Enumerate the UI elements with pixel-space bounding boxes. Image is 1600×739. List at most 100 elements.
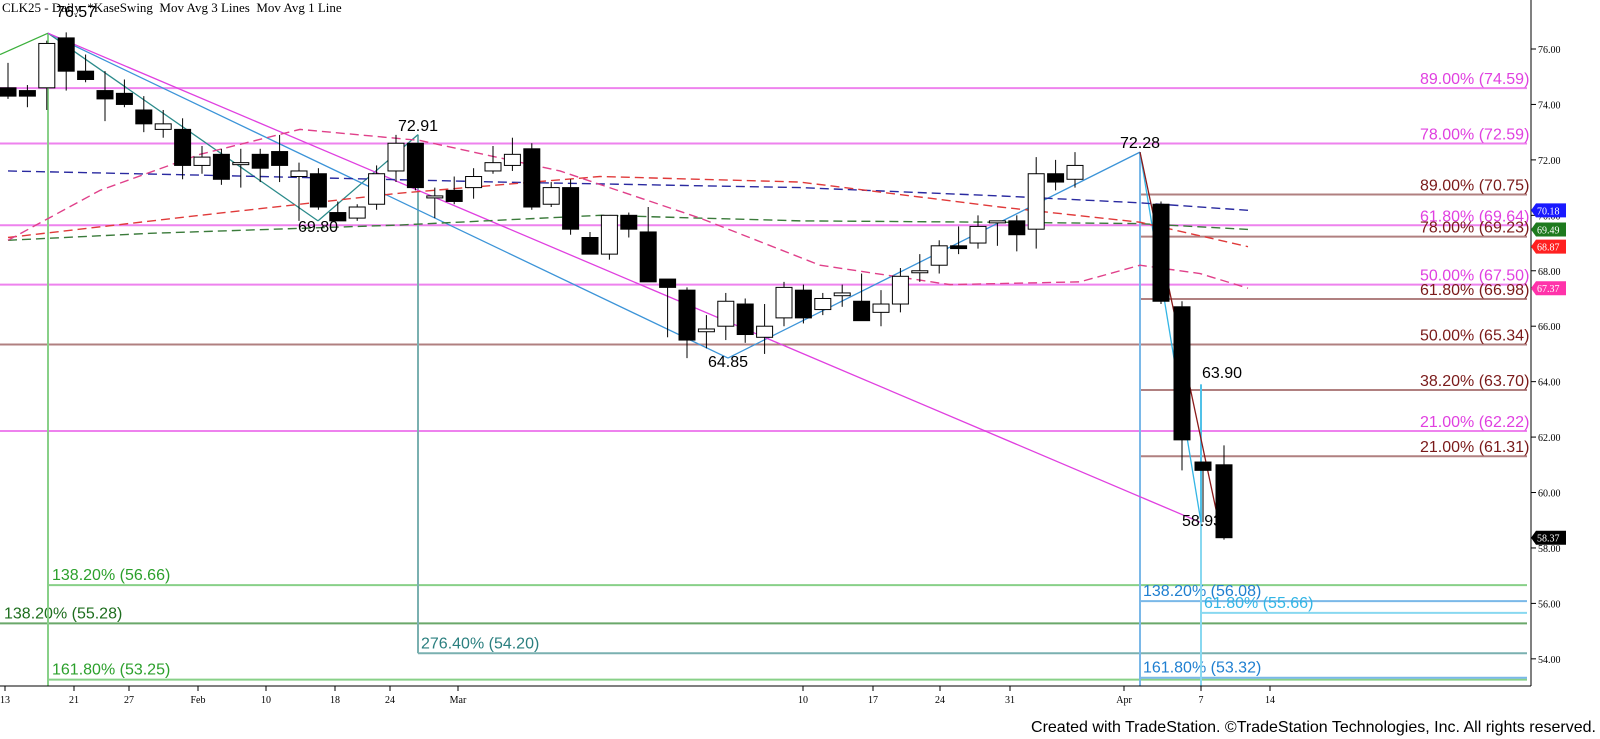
candle bbox=[503, 137, 521, 171]
candle bbox=[717, 292, 735, 341]
svg-text:67.37: 67.37 bbox=[1537, 284, 1560, 295]
candle bbox=[329, 201, 347, 222]
candle bbox=[639, 207, 657, 283]
price-tag: 69.49 bbox=[1531, 222, 1566, 237]
date-tick-label: 7 bbox=[1199, 695, 1204, 706]
date-tick-label: Feb bbox=[191, 695, 206, 706]
swing-price-label: 72.28 bbox=[1120, 135, 1160, 152]
date-tick-label: 10 bbox=[798, 695, 808, 706]
projection-level-label: 61.80% (55.66) bbox=[1204, 595, 1313, 612]
svg-text:68.87: 68.87 bbox=[1537, 243, 1560, 254]
candle bbox=[620, 212, 638, 238]
fib-level-label: 38.20% (63.70) bbox=[1420, 373, 1529, 390]
date-tick-label: 27 bbox=[124, 695, 134, 706]
projection-level-label: 138.20% (56.08) bbox=[1143, 583, 1261, 600]
candle bbox=[988, 220, 1006, 246]
swing-price-label: 76.57 bbox=[56, 4, 96, 21]
svg-text:69.49: 69.49 bbox=[1537, 225, 1560, 236]
candle bbox=[135, 96, 153, 133]
swing-price-label: 69.80 bbox=[298, 219, 338, 236]
swing-price-label: 58.93 bbox=[1182, 513, 1222, 530]
swing-price-label: 72.91 bbox=[398, 118, 438, 135]
candlesticks bbox=[0, 32, 1233, 540]
moving-average-line bbox=[7, 128, 1249, 289]
moving-averages bbox=[7, 128, 1249, 289]
tradestation-credit: Created with TradeStation. ©TradeStation… bbox=[1031, 719, 1596, 736]
projection-level-label: 161.80% (53.32) bbox=[1143, 660, 1261, 677]
chart-title: CLK25 - Daily *KaseSwing Mov Avg 3 Lines… bbox=[2, 0, 342, 15]
fib-level-label: 78.00% (69.23) bbox=[1420, 220, 1529, 237]
fib-level-label: 21.00% (61.31) bbox=[1420, 439, 1529, 456]
candle bbox=[853, 273, 871, 322]
price-tag: 70.18 bbox=[1531, 203, 1566, 218]
fib-level-label: 89.00% (74.59) bbox=[1420, 71, 1529, 88]
price-tick-label: 66.00 bbox=[1538, 322, 1561, 333]
candle bbox=[523, 143, 541, 210]
candle bbox=[1047, 159, 1065, 191]
date-tick-label: 10 bbox=[261, 695, 271, 706]
candle bbox=[290, 162, 308, 221]
date-tick-label: 21 bbox=[69, 695, 79, 706]
candle bbox=[736, 298, 754, 343]
price-tick-label: 64.00 bbox=[1538, 378, 1561, 389]
price-axis[interactable]: 76.0074.0072.0070.0068.0066.0064.0062.00… bbox=[1530, 0, 1566, 686]
swing-price-label: 64.85 bbox=[708, 354, 748, 371]
price-tick-label: 56.00 bbox=[1538, 599, 1561, 610]
projection-level-label: 138.20% (56.66) bbox=[52, 567, 170, 584]
candle bbox=[193, 146, 211, 174]
candle bbox=[154, 109, 172, 138]
projection-level-label: 138.20% (55.28) bbox=[4, 605, 122, 622]
fib-level-label: 61.80% (69.64) bbox=[1420, 208, 1529, 225]
candle bbox=[1152, 201, 1170, 305]
candle bbox=[969, 215, 987, 249]
candle bbox=[1066, 152, 1084, 188]
candle bbox=[96, 71, 114, 122]
swing-line bbox=[47, 32, 1201, 523]
date-tick-label: 14 bbox=[1265, 695, 1275, 706]
candle bbox=[212, 148, 230, 185]
moving-average-line bbox=[7, 214, 1249, 241]
candle bbox=[174, 118, 192, 180]
price-tick-label: 58.00 bbox=[1538, 544, 1561, 555]
candle bbox=[0, 62, 17, 99]
candle bbox=[77, 54, 95, 83]
candle bbox=[600, 214, 618, 260]
candle bbox=[911, 254, 929, 282]
date-tick-label: 13 bbox=[0, 695, 10, 706]
candle bbox=[659, 278, 677, 338]
price-tick-label: 76.00 bbox=[1538, 45, 1561, 56]
candle bbox=[1027, 157, 1045, 249]
fib-level-label: 50.00% (67.50) bbox=[1420, 268, 1529, 285]
candle bbox=[833, 284, 851, 307]
candle bbox=[1008, 215, 1026, 252]
candle bbox=[950, 226, 968, 255]
candle bbox=[891, 267, 909, 313]
date-tick-label: Mar bbox=[450, 695, 467, 706]
swing-line bbox=[47, 32, 729, 359]
candle bbox=[581, 231, 599, 255]
candle bbox=[309, 168, 327, 210]
candle bbox=[814, 292, 832, 316]
candle bbox=[348, 204, 366, 221]
candle bbox=[445, 176, 463, 205]
candle bbox=[465, 168, 483, 199]
price-tick-label: 74.00 bbox=[1538, 100, 1561, 111]
fib-level-label: 89.00% (70.75) bbox=[1420, 178, 1529, 195]
swing-price-label: 63.90 bbox=[1202, 365, 1242, 382]
price-tick-label: 72.00 bbox=[1538, 156, 1561, 167]
candle bbox=[232, 148, 250, 188]
price-tick-label: 68.00 bbox=[1538, 267, 1561, 278]
candle bbox=[57, 32, 75, 91]
candle bbox=[368, 165, 386, 210]
candle bbox=[1173, 301, 1191, 471]
candle bbox=[1215, 445, 1233, 540]
fib-level-label: 78.00% (72.59) bbox=[1420, 127, 1529, 144]
date-axis[interactable]: 13 21 27 Feb 10 18 24 Mar 10 17 24 31 Apr 7 14 bbox=[0, 685, 1531, 706]
candle bbox=[756, 304, 774, 354]
price-tick-label: 60.00 bbox=[1538, 489, 1561, 500]
projection-level-label: 276.40% (54.20) bbox=[421, 635, 539, 652]
svg-text:70.18: 70.18 bbox=[1537, 206, 1560, 217]
candle bbox=[872, 290, 890, 327]
candle bbox=[930, 240, 948, 274]
